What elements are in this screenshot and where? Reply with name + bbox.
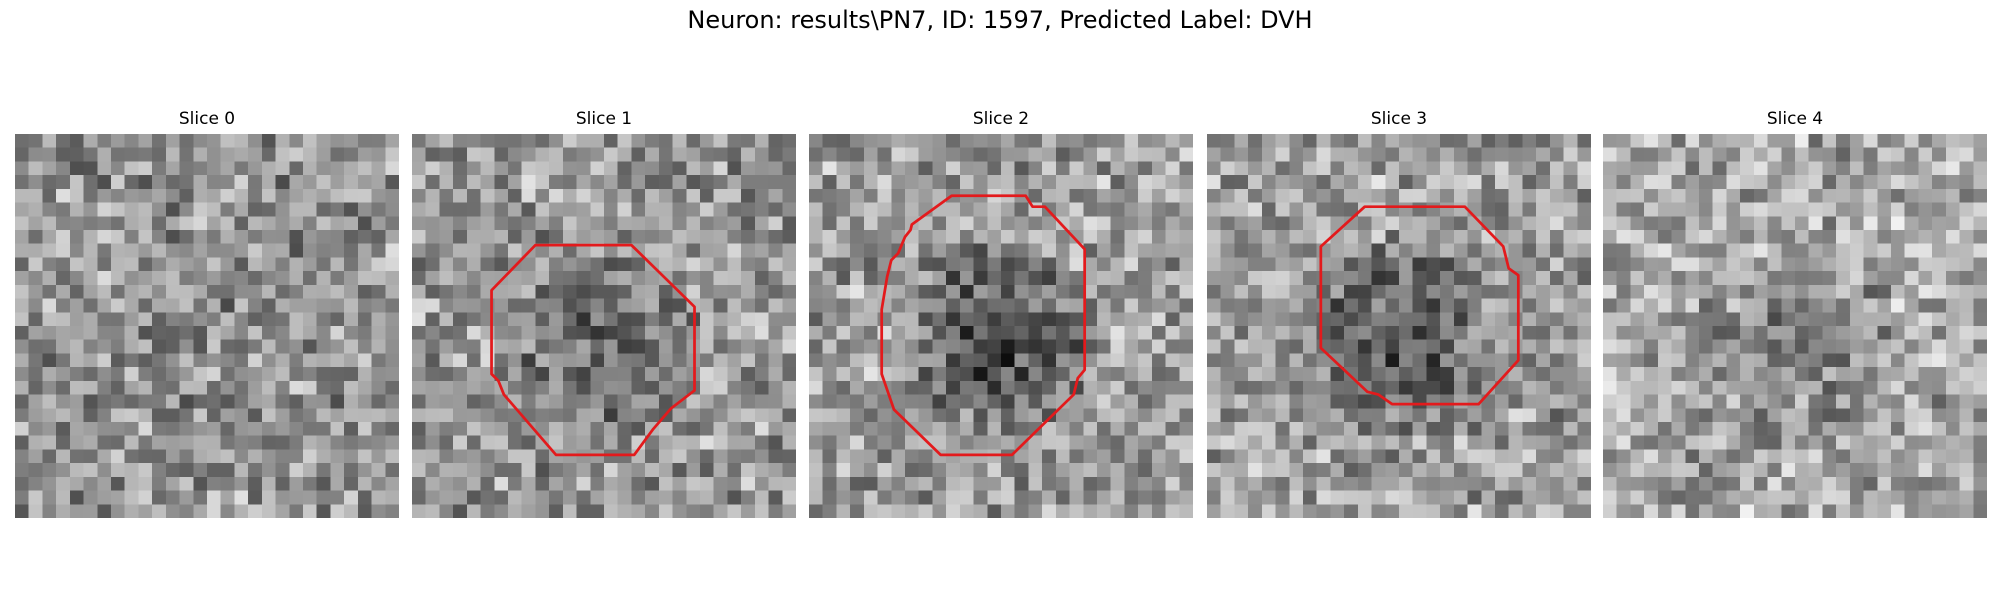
slice-panel-2: Slice 2 bbox=[809, 108, 1193, 518]
slice-title: Slice 1 bbox=[575, 109, 633, 129]
slice-title: Slice 3 bbox=[1370, 109, 1428, 129]
slice-image bbox=[1603, 134, 1987, 518]
slice-title: Slice 4 bbox=[1766, 109, 1824, 129]
slice-panel-1: Slice 1 bbox=[412, 108, 796, 518]
slice-panel-0: Slice 0 bbox=[15, 108, 399, 518]
roi-contour bbox=[880, 194, 1087, 457]
slice-panel-3: Slice 3 bbox=[1207, 108, 1591, 518]
roi-contour bbox=[490, 243, 696, 457]
figure-title: Neuron: results\PN7, ID: 1597, Predicted… bbox=[687, 6, 1313, 34]
slice-image bbox=[412, 134, 796, 518]
roi-contour bbox=[1319, 205, 1520, 406]
slice-image bbox=[1207, 134, 1591, 518]
slice-panel-4: Slice 4 bbox=[1603, 108, 1987, 518]
slice-title: Slice 2 bbox=[972, 109, 1030, 129]
slice-image bbox=[15, 134, 399, 518]
slice-title: Slice 0 bbox=[178, 109, 236, 129]
slice-image bbox=[809, 134, 1193, 518]
